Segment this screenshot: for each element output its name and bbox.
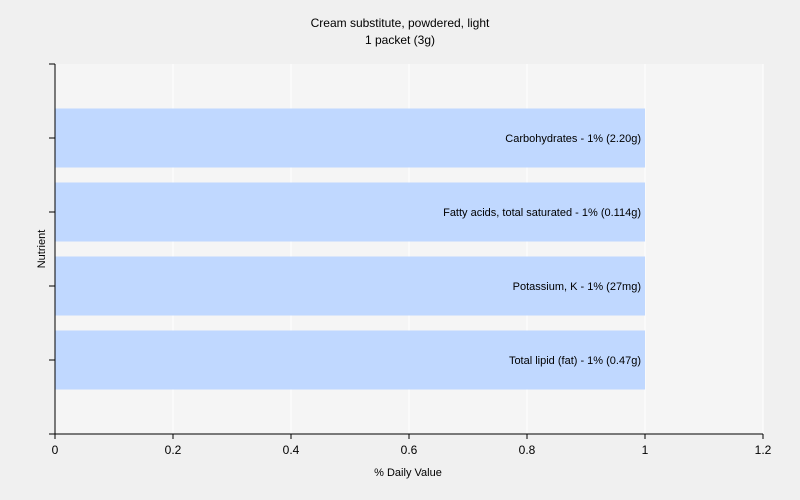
bar-label: Total lipid (fat) - 1% (0.47g) (509, 355, 641, 367)
x-axis-title: % Daily Value (374, 467, 442, 479)
bar (55, 182, 645, 242)
x-tick-label: 0.6 (401, 443, 418, 457)
chart-title: Cream substitute, powdered, light (311, 16, 490, 30)
bar (55, 108, 645, 168)
bar-label: Fatty acids, total saturated - 1% (0.114… (443, 207, 641, 219)
bar (55, 330, 645, 390)
bars: Carbohydrates - 1% (2.20g) Fatty acids, t… (55, 108, 645, 390)
x-axis-ticks: 0 0.2 0.4 0.6 0.8 1 1.2 (52, 434, 772, 457)
x-tick-label: 0.8 (519, 443, 536, 457)
bar-label: Carbohydrates - 1% (2.20g) (505, 133, 641, 145)
x-tick-label: 1 (642, 443, 649, 457)
bar-label: Potassium, K - 1% (27mg) (513, 281, 641, 293)
x-tick-label: 0.2 (165, 443, 182, 457)
chart-subtitle: 1 packet (3g) (365, 33, 435, 47)
x-tick-label: 0.4 (283, 443, 300, 457)
x-tick-label: 1.2 (755, 443, 772, 457)
y-axis-title: Nutrient (36, 230, 48, 269)
x-tick-label: 0 (52, 443, 59, 457)
bar (55, 256, 645, 316)
